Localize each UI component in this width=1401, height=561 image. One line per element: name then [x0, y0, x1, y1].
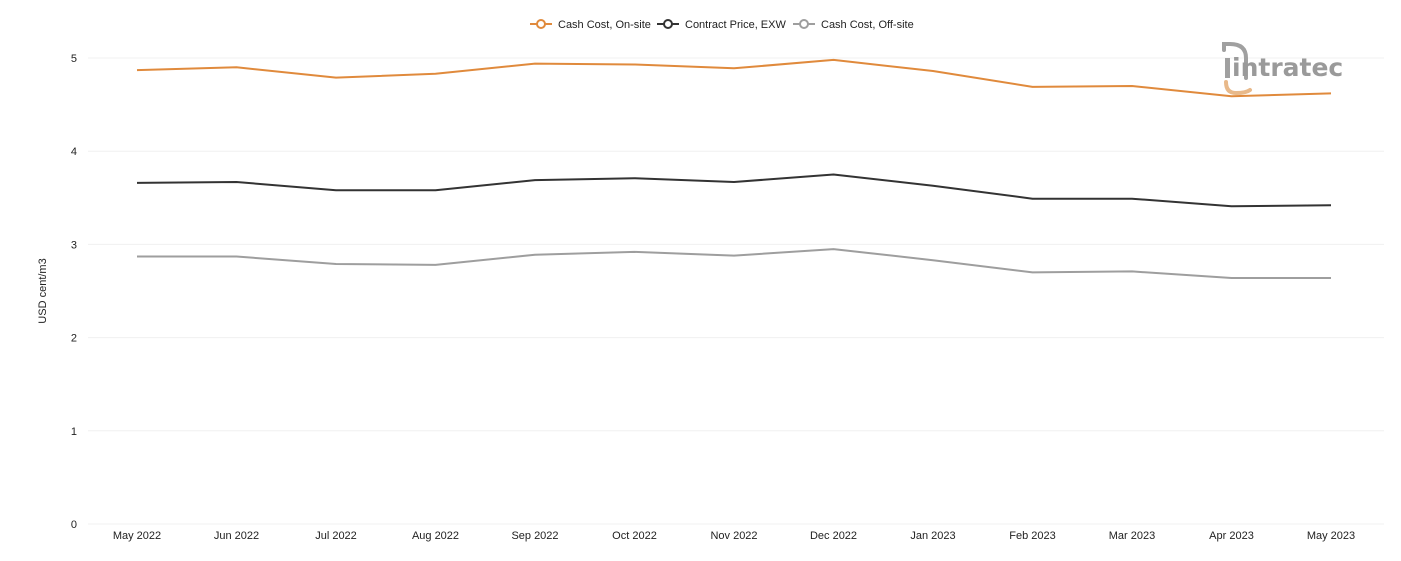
grid-lines — [88, 57, 1384, 525]
brand-logo: intratec — [1222, 41, 1343, 96]
x-tick-label: May 2022 — [113, 530, 161, 542]
x-axis-ticks: May 2022 Jun 2022 Jul 2022 Aug 2022 Sep 2022… — [113, 530, 1355, 542]
x-tick-label: Jun 2022 — [214, 530, 259, 542]
x-tick-label: Apr 2023 — [1209, 530, 1254, 542]
x-tick-label: Aug 2022 — [412, 530, 459, 542]
x-tick-label: Jul 2022 — [315, 530, 357, 542]
y-tick-label: 2 — [71, 333, 77, 345]
legend-label: Contract Price, EXW — [685, 19, 786, 31]
series-lines — [136, 58, 1332, 279]
series-line-3 — [137, 248, 1331, 279]
x-tick-label: Feb 2023 — [1009, 530, 1055, 542]
series-line-2 — [136, 173, 1332, 208]
intratec-logo-icon — [1222, 41, 1252, 96]
x-tick-label: Nov 2022 — [710, 530, 757, 542]
x-tick-label: May 2023 — [1307, 530, 1355, 542]
y-tick-label: 1 — [71, 426, 77, 438]
x-tick-label: Sep 2022 — [511, 530, 558, 542]
x-tick-label: Mar 2023 — [1109, 530, 1155, 542]
y-tick-label: 3 — [71, 239, 77, 251]
x-tick-label: Oct 2022 — [612, 530, 657, 542]
legend: Cash Cost, On-site Contract Price, EXW Cas… — [530, 19, 914, 31]
y-axis-ticks: 0 1 2 3 4 5 — [71, 53, 77, 531]
legend-label: Cash Cost, Off-site — [821, 19, 914, 31]
legend-marker — [536, 19, 546, 29]
y-tick-label: 5 — [71, 53, 77, 65]
legend-marker — [799, 19, 809, 29]
y-axis-title: USD cent/m3 — [37, 258, 49, 323]
series-line-1 — [136, 58, 1332, 98]
legend-item: Cash Cost, Off-site — [793, 19, 914, 31]
x-tick-label: Dec 2022 — [810, 530, 857, 542]
logo-text: intratec — [1232, 53, 1343, 82]
y-tick-label: 4 — [71, 146, 77, 158]
legend-label: Cash Cost, On-site — [558, 19, 651, 31]
legend-item: Cash Cost, On-site — [530, 19, 651, 31]
y-tick-label: 0 — [71, 519, 77, 531]
legend-item: Contract Price, EXW — [657, 19, 786, 31]
x-tick-label: Jan 2023 — [910, 530, 955, 542]
legend-marker — [663, 19, 673, 29]
